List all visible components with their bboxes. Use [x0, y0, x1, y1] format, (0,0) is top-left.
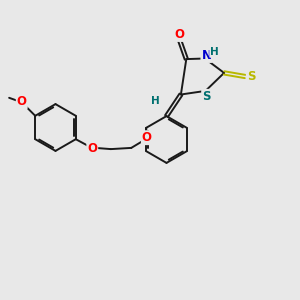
Text: N: N	[201, 49, 212, 62]
Text: O: O	[142, 131, 152, 144]
Text: H: H	[151, 96, 160, 106]
Text: O: O	[17, 95, 27, 108]
Text: O: O	[87, 142, 97, 155]
Text: S: S	[202, 90, 211, 103]
Text: H: H	[210, 47, 219, 57]
Text: O: O	[175, 28, 185, 41]
Text: S: S	[247, 70, 255, 83]
